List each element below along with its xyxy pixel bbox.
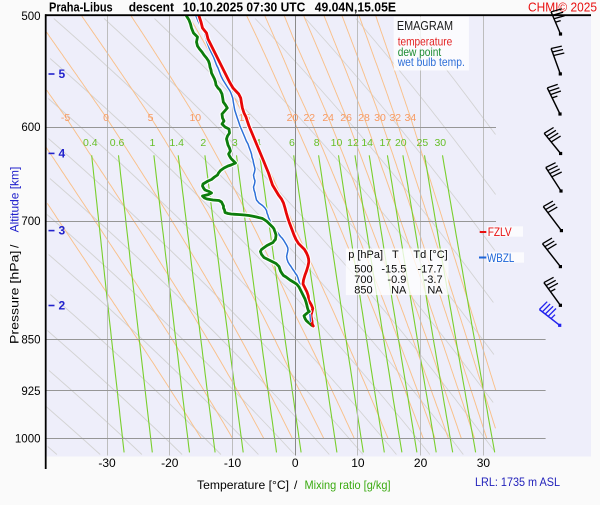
svg-text:-3.7: -3.7 (424, 274, 443, 286)
svg-text:0.6: 0.6 (110, 137, 125, 149)
svg-text:1.4: 1.4 (169, 137, 184, 149)
svg-text:1: 1 (149, 137, 155, 149)
svg-text:-10: -10 (224, 456, 242, 470)
svg-text:dew point: dew point (398, 45, 442, 59)
svg-text:FZLV: FZLV (488, 227, 512, 239)
svg-text:/: / (8, 244, 22, 248)
svg-text:3: 3 (59, 224, 66, 238)
svg-text:-0.9: -0.9 (387, 274, 406, 286)
svg-text:CHMI© 2025: CHMI© 2025 (528, 1, 597, 15)
svg-text:-17.7: -17.7 (418, 263, 443, 275)
svg-text:p [hPa]: p [hPa] (348, 249, 383, 261)
svg-text:17: 17 (380, 137, 392, 149)
svg-text:850: 850 (354, 284, 372, 296)
svg-text:-5: -5 (61, 112, 70, 124)
svg-text:NA: NA (391, 284, 407, 296)
svg-text:2: 2 (200, 137, 206, 149)
svg-text:600: 600 (21, 122, 40, 134)
svg-text:500: 500 (21, 11, 40, 23)
svg-text:28: 28 (358, 112, 370, 124)
svg-text:850: 850 (21, 334, 40, 346)
svg-text:12: 12 (347, 137, 359, 149)
svg-text:49.04N,15.05E: 49.04N,15.05E (315, 1, 396, 15)
svg-text:5: 5 (148, 112, 154, 124)
svg-text:32: 32 (389, 112, 401, 124)
svg-text:700: 700 (354, 274, 372, 286)
svg-text:Td [°C]: Td [°C] (413, 249, 447, 261)
svg-text:30: 30 (434, 137, 446, 149)
svg-text:-30: -30 (98, 456, 116, 470)
svg-text:3: 3 (232, 137, 238, 149)
svg-text:25: 25 (417, 137, 429, 149)
svg-text:wet bulb temp.: wet bulb temp. (397, 55, 465, 69)
svg-text:700: 700 (21, 216, 40, 228)
svg-text:WBZL: WBZL (487, 253, 515, 265)
svg-text:30: 30 (374, 112, 386, 124)
svg-text:Temperature [°C]: Temperature [°C] (197, 478, 289, 492)
svg-text:Mixing ratio [g/kg]: Mixing ratio [g/kg] (305, 478, 391, 492)
svg-text:temperature: temperature (398, 35, 453, 49)
svg-text:0: 0 (292, 456, 299, 470)
svg-text:descent: descent (129, 1, 175, 15)
svg-text:10: 10 (351, 456, 365, 470)
svg-text:30: 30 (477, 456, 491, 470)
svg-text:8: 8 (314, 137, 320, 149)
svg-text:NA: NA (427, 284, 443, 296)
svg-text:22: 22 (303, 112, 315, 124)
svg-text:20: 20 (395, 137, 407, 149)
svg-text:0.4: 0.4 (83, 137, 98, 149)
svg-text:0: 0 (103, 112, 109, 124)
svg-text:26: 26 (340, 112, 352, 124)
svg-text:/: / (294, 478, 298, 492)
svg-text:10.10.2025 07:30 UTC: 10.10.2025 07:30 UTC (183, 1, 306, 15)
svg-text:Pressure [hPa]: Pressure [hPa] (8, 251, 22, 344)
svg-text:10: 10 (331, 137, 343, 149)
svg-text:T: T (392, 249, 399, 261)
svg-text:20: 20 (414, 456, 428, 470)
svg-text:2: 2 (59, 299, 66, 313)
svg-text:Praha-Libus: Praha-Libus (49, 1, 113, 15)
svg-text:-20: -20 (161, 456, 179, 470)
svg-text:EMAGRAM: EMAGRAM (397, 18, 453, 33)
svg-text:1000: 1000 (15, 433, 41, 445)
svg-text:925: 925 (21, 386, 40, 398)
svg-text:LRL: 1735 m ASL: LRL: 1735 m ASL (475, 477, 561, 489)
svg-text:-15.5: -15.5 (381, 263, 406, 275)
svg-text:6: 6 (289, 137, 295, 149)
svg-text:20: 20 (287, 112, 299, 124)
svg-text:Altitude [km]: Altitude [km] (8, 167, 22, 233)
svg-text:4: 4 (59, 146, 66, 160)
svg-text:14: 14 (361, 137, 373, 149)
svg-text:5: 5 (59, 67, 66, 81)
svg-text:34: 34 (405, 112, 417, 124)
svg-text:500: 500 (354, 263, 372, 275)
svg-text:24: 24 (322, 112, 334, 124)
svg-text:10: 10 (189, 112, 201, 124)
